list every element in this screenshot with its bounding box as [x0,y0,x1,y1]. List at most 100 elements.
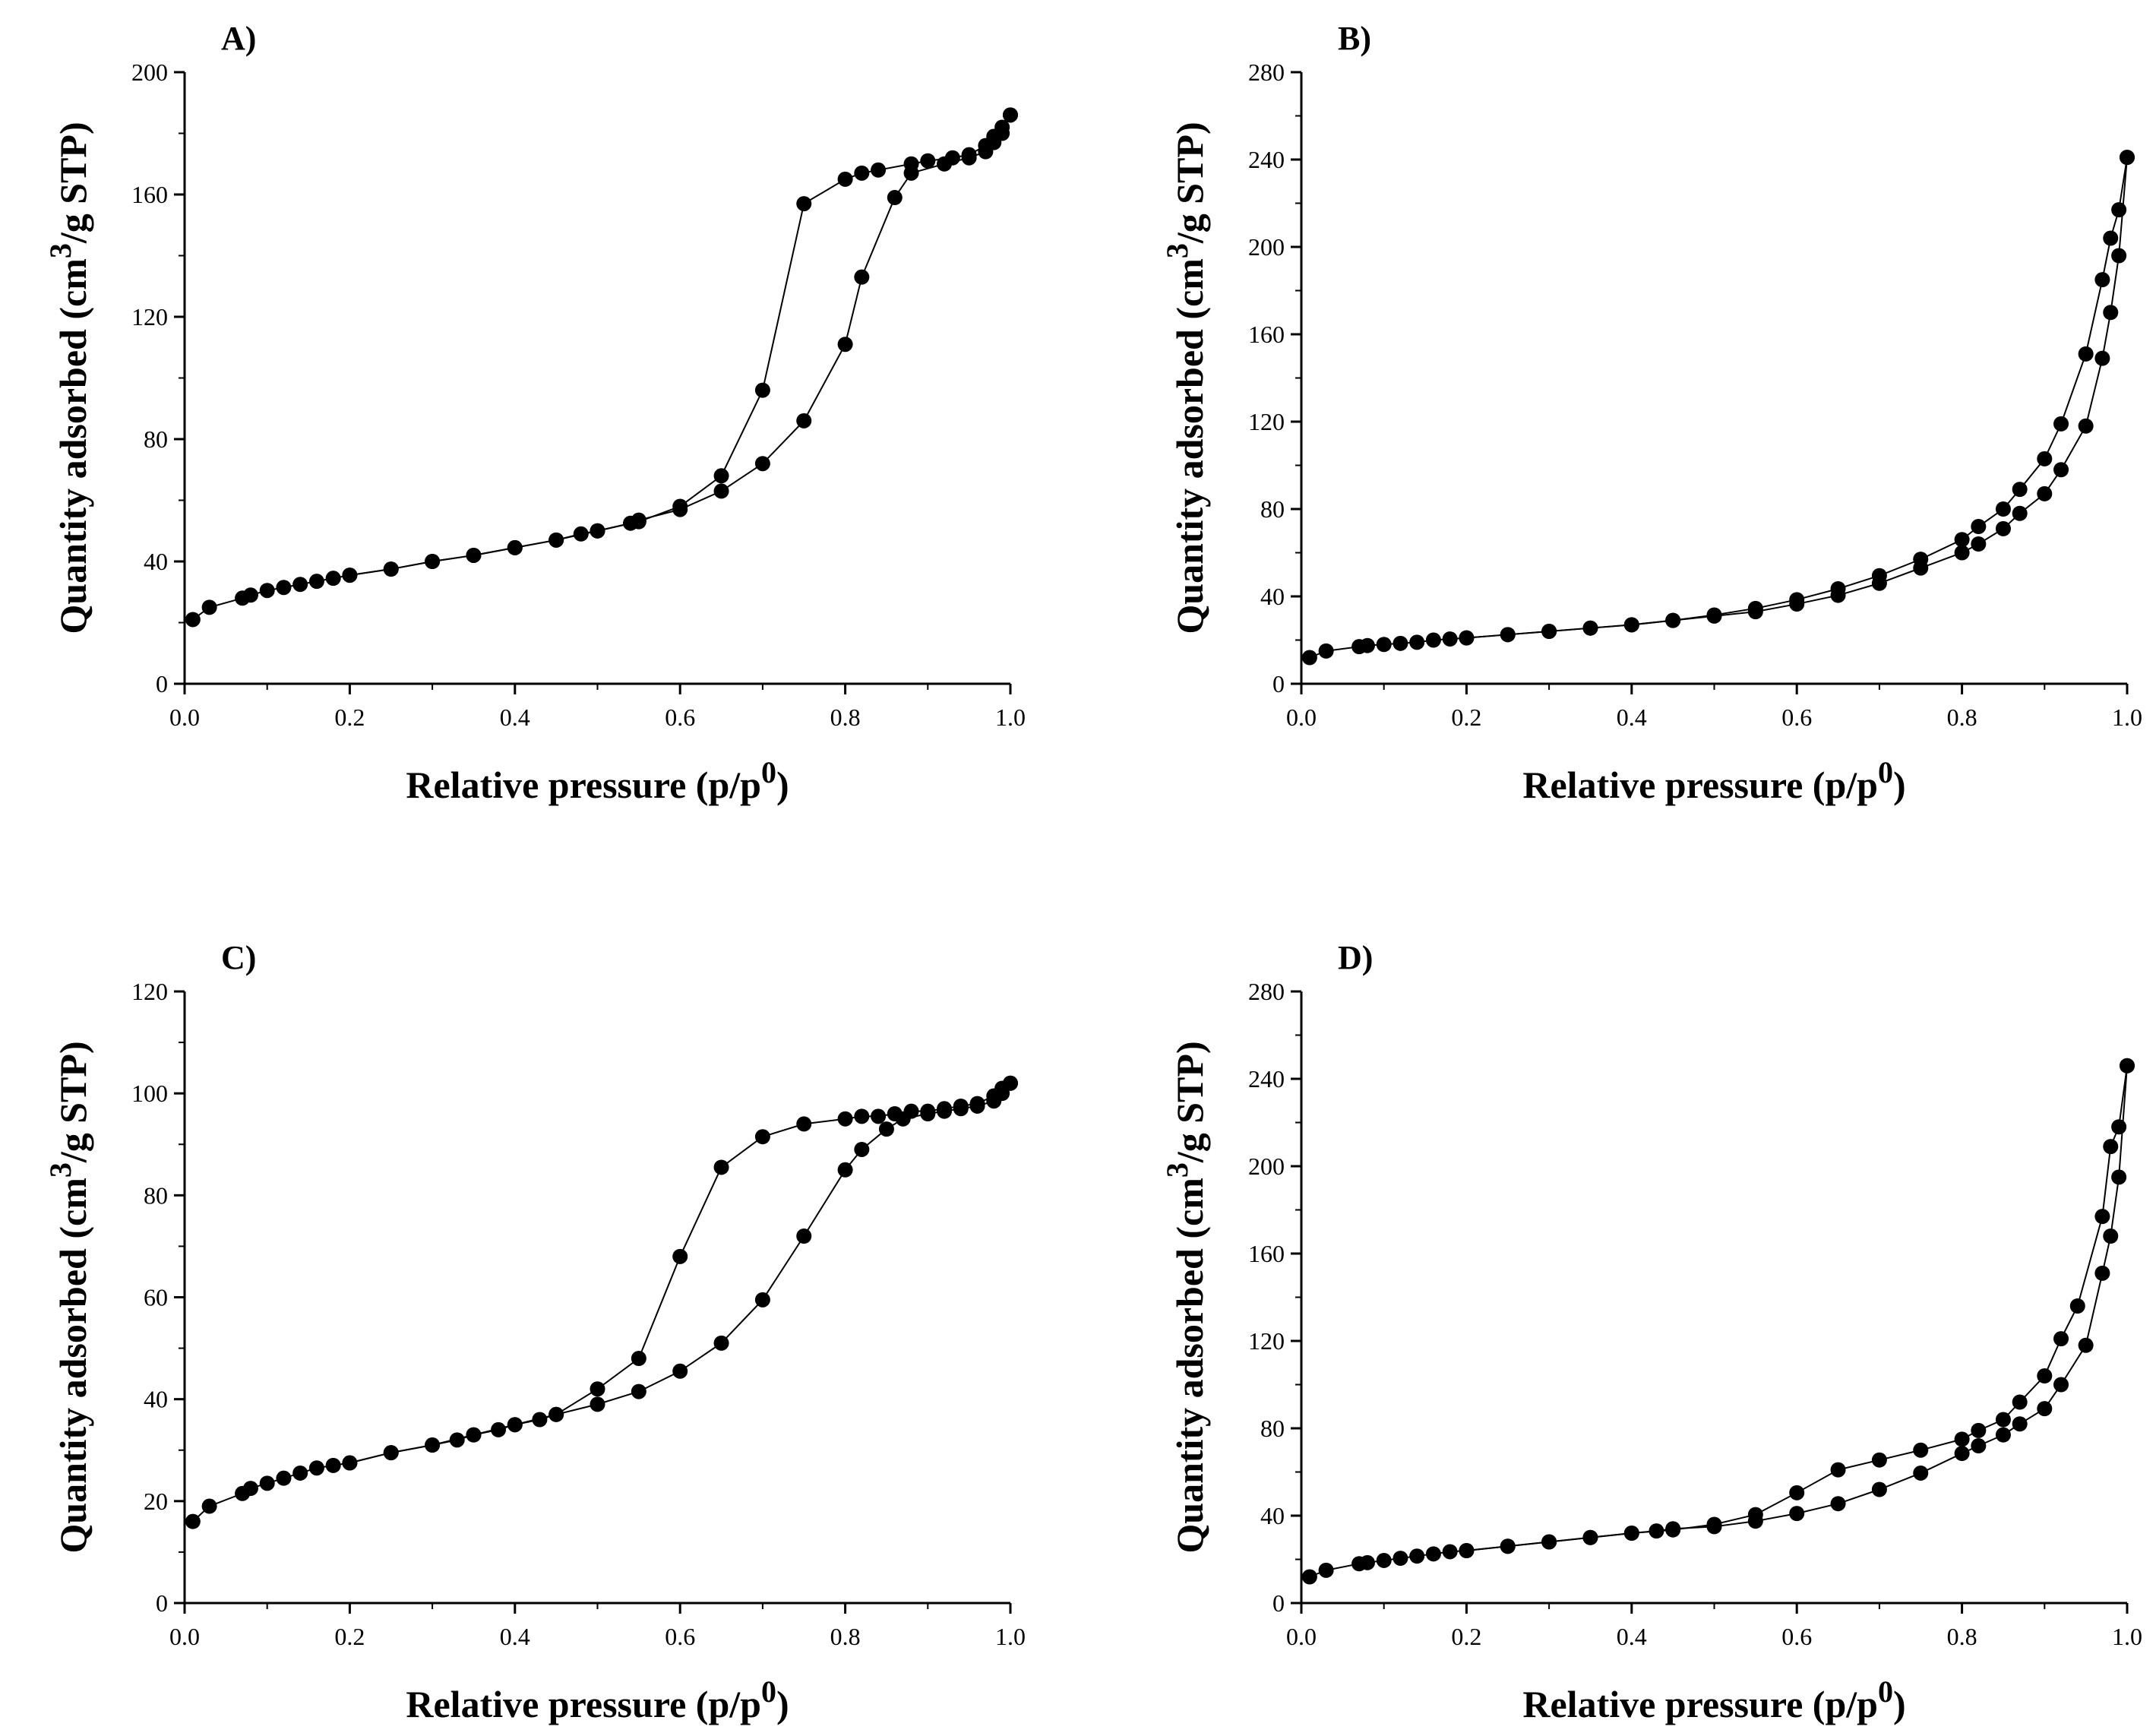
desorption-point [1789,592,1805,608]
adsorption-point [276,1470,292,1486]
x-axis-title-main: Relative pressure (p/p [1522,764,1878,806]
desorption-point [342,1455,358,1471]
panel-label: B) [1338,20,1371,57]
x-tick-label: 0.2 [1451,704,1481,731]
desorption-point [796,196,812,212]
y-axis-title-end: /g STP) [1168,122,1211,244]
y-tick-label: 200 [1248,1153,1285,1180]
desorption-point [507,539,523,555]
desorption-point [672,498,688,514]
adsorption-point [1995,1427,2011,1443]
x-tick-label: 0.8 [1947,704,1977,731]
y-axis-title-end: /g STP) [52,122,94,244]
x-tick-label: 0.6 [1781,1623,1812,1650]
x-tick-label: 0.6 [665,1623,695,1650]
y-axis-title: Quantity adsorbed (cm3/g STP) [1160,122,1211,634]
desorption-point [1665,612,1681,628]
desorption-point [2103,1139,2119,1155]
desorption-point [1789,1485,1805,1500]
desorption-line [349,1082,1011,1464]
desorption-point [978,138,994,153]
desorption-point [466,547,482,563]
adsorption-point [1301,1569,1317,1585]
adsorption-point [1442,1544,1458,1560]
desorption-point [920,153,936,169]
desorption-point [1747,600,1763,616]
adsorption-point [1789,1506,1805,1522]
adsorption-point [1425,1546,1441,1562]
desorption-point [2094,272,2110,288]
desorption-point [937,1101,953,1117]
desorption-point [1582,1529,1598,1545]
desorption-point [1971,519,1987,534]
desorption-point [1459,630,1475,646]
adsorption-point [1409,634,1425,650]
desorption-point [590,523,605,539]
chart-panel-b: 0.0 0.2 0.4 0.6 0.8 1.0 0 40 80 120 160 200 240 280 B)… [1160,20,2142,806]
adsorption-point [1376,1552,1392,1568]
adsorption-point [1830,1496,1846,1512]
y-tick-label: 120 [131,978,168,1005]
adsorption-point [590,1396,605,1412]
y-tick-label: 80 [1260,1415,1285,1442]
y-axis-title-end: /g STP) [1168,1041,1211,1163]
x-tick-label: 0.6 [1781,704,1812,731]
adsorption-point [292,1465,308,1481]
desorption-point [854,1108,870,1124]
adsorption-point [2094,350,2110,366]
y-tick-label: 20 [144,1488,168,1515]
adsorption-point [201,1498,217,1514]
x-tick-label: 0.8 [830,1623,861,1650]
desorption-point [507,1417,523,1433]
desorption-point [2111,202,2127,218]
desorption-point [425,554,441,569]
chart-panel-d: 0.0 0.2 0.4 0.6 0.8 1.0 0 40 80 120 160 200 240 280 D)… [1160,939,2142,1725]
desorption-point [969,1096,985,1111]
x-tick-label: 1.0 [2112,1623,2142,1650]
x-tick-label: 0.0 [1286,1623,1317,1650]
desorption-point [2094,1209,2110,1225]
adsorption-point [292,577,308,593]
adsorption-point [532,1412,548,1428]
adsorption-point [1954,545,1970,561]
desorption-point [425,1437,441,1453]
desorption-point [953,1098,969,1114]
adsorption-point [2103,305,2119,321]
y-tick-label: 240 [1248,146,1285,173]
x-axis-title-superscript: 0 [1878,755,1893,789]
desorption-point [2069,1298,2085,1314]
desorption-point [1830,580,1846,596]
y-tick-label: 200 [131,58,168,86]
desorption-point [2120,150,2135,166]
y-axis-title-main: Quantity adsorbed (cm [1168,258,1211,634]
y-tick-label: 200 [1248,233,1285,261]
desorption-point [1706,1516,1722,1532]
y-tick-label: 160 [131,181,168,208]
desorption-point [871,162,887,178]
adsorption-point [1393,1551,1408,1567]
desorption-point [854,165,870,181]
x-tick-label: 0.4 [500,1623,530,1650]
desorption-point [1500,627,1516,643]
adsorption-point [1376,637,1392,653]
y-tick-label: 0 [1272,1589,1285,1617]
desorption-point [1954,1431,1970,1447]
adsorption-point [1318,643,1334,659]
desorption-point [1913,1442,1929,1458]
x-tick-label: 1.0 [995,1623,1026,1650]
desorption-point [1747,1507,1763,1523]
adsorption-point [1393,635,1408,651]
x-axis-title: Relative pressure (p/p0) [1522,1674,1905,1725]
adsorption-point [1409,1548,1425,1564]
desorption-point [713,468,729,484]
x-tick-label: 0.0 [1286,704,1317,731]
x-tick-label: 0.0 [169,704,200,731]
y-tick-label: 0 [156,670,168,697]
adsorption-point [2078,418,2094,434]
y-tick-label: 40 [1260,583,1285,610]
adsorption-point [631,1383,646,1399]
panel-label: D) [1338,939,1373,976]
desorption-point [796,1116,812,1132]
adsorption-point [713,483,729,499]
adsorption-point [449,1432,465,1448]
